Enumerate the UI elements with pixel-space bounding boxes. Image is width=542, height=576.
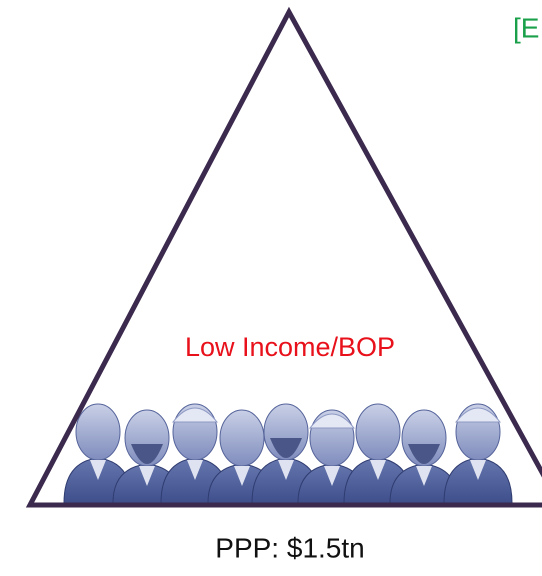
segment-label: Low Income/BOP <box>185 332 395 362</box>
person-shape <box>310 414 354 428</box>
corner-text: [E <box>513 12 539 43</box>
person-shape <box>173 408 217 422</box>
bottom-label: PPP: $1.5tn <box>215 532 364 563</box>
person-shape <box>356 404 400 460</box>
page: Low Income/BOP PPP: $1.5tn [E (() => { c… <box>0 0 542 576</box>
person-shape <box>76 404 120 460</box>
person-shape <box>456 408 500 422</box>
person-shape <box>220 410 264 466</box>
people-illustration <box>64 404 512 503</box>
diagram: Low Income/BOP PPP: $1.5tn [E <box>0 0 542 576</box>
